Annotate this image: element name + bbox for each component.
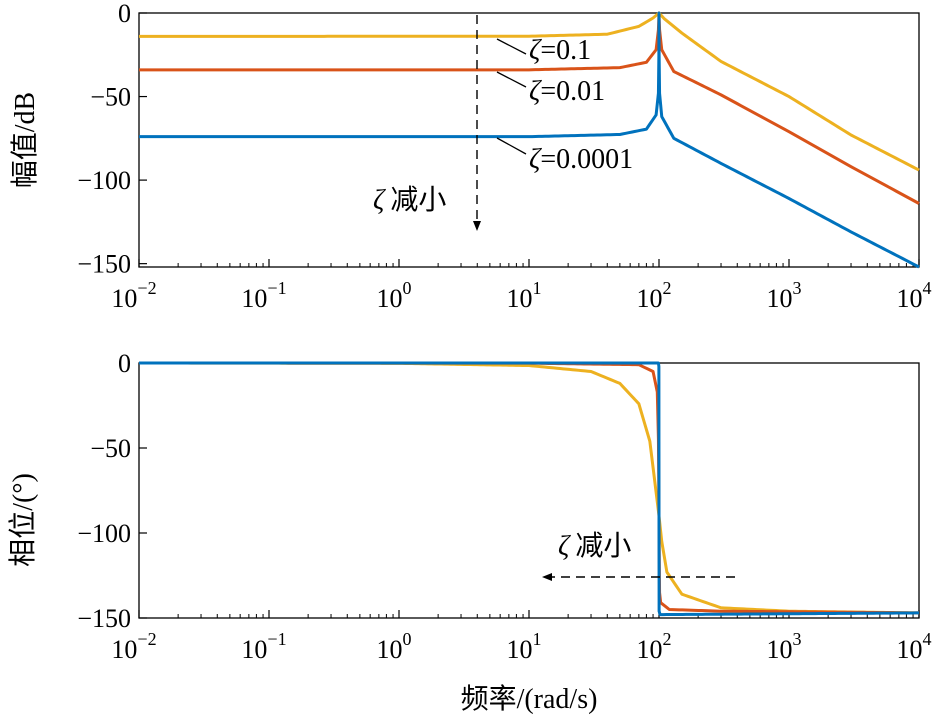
zeta-symbol: ζ <box>529 76 542 107</box>
phase-axes-frame <box>138 362 920 619</box>
zeta-label-0-01: ζ=0.01 <box>496 71 605 107</box>
x-tick-label: 100 <box>377 629 412 664</box>
series-line-0 <box>139 11 920 172</box>
svg-text:ζ=0.01: ζ=0.01 <box>529 76 605 107</box>
x-tick-label: 10−1 <box>241 629 286 664</box>
zeta-value: =0.01 <box>540 76 605 107</box>
y-tick-label: −100 <box>77 519 131 548</box>
leader-line <box>496 137 527 155</box>
x-tick-label: 104 <box>897 629 932 664</box>
series-line-2 <box>139 11 920 269</box>
phase-plot: 0 −50 −100 −150 10−2 10−1 100 101 102 103 104 相位/… <box>7 349 932 715</box>
x-tick-label: 10−2 <box>111 629 156 664</box>
x-tick-label: 101 <box>507 278 542 313</box>
magnitude-plot: 0 −50 −100 −150 10−2 10−1 100 101 102 103 104 幅值/… <box>9 0 932 313</box>
phase-series-lines <box>139 361 920 617</box>
x-tick-label: 100 <box>377 278 412 313</box>
x-tick-label: 10−1 <box>241 278 286 313</box>
magnitude-series-lines <box>139 11 920 269</box>
x-tick-label: 103 <box>767 629 802 664</box>
phase-y-ticks: 0 −50 −100 −150 <box>77 349 147 633</box>
magnitude-x-ticks: 10−2 10−1 100 101 102 103 104 <box>111 259 932 313</box>
zeta-decrease-label: ζ 减小 <box>373 184 446 216</box>
magnitude-minor-ticks <box>177 263 914 267</box>
phase-minor-ticks <box>177 614 914 618</box>
zeta-value: =0.1 <box>540 35 591 66</box>
zeta-symbol: ζ <box>529 35 542 66</box>
svg-text:ζ=0.0001: ζ=0.0001 <box>529 144 633 175</box>
leader-line <box>496 71 527 88</box>
x-tick-label: 10−2 <box>111 278 156 313</box>
x-tick-label: 104 <box>897 278 932 313</box>
series-line-1 <box>139 11 920 205</box>
x-tick-label: 101 <box>507 629 542 664</box>
zeta-value: =0.0001 <box>540 144 633 175</box>
magnitude-y-ticks: 0 −50 −100 −150 <box>77 0 147 279</box>
zeta-symbol: ζ <box>529 144 542 175</box>
y-tick-label: −150 <box>77 250 131 279</box>
zeta-decrease-label: ζ 减小 <box>558 530 631 562</box>
magnitude-axes-frame <box>138 12 920 268</box>
x-tick-label: 102 <box>637 629 672 664</box>
x-axis-label: 频率/(rad/s) <box>461 683 598 715</box>
leader-line <box>496 38 527 55</box>
x-tick-label: 102 <box>637 278 672 313</box>
y-tick-label: 0 <box>118 349 131 378</box>
series-line-2 <box>139 361 920 617</box>
y-tick-label: −50 <box>90 83 131 112</box>
phase-y-axis-label: 相位/(°) <box>7 473 39 567</box>
y-tick-label: −100 <box>77 166 131 195</box>
y-tick-label: 0 <box>118 0 131 28</box>
x-tick-label: 103 <box>767 278 802 313</box>
svg-text:ζ=0.1: ζ=0.1 <box>529 35 591 66</box>
zeta-label-0-0001: ζ=0.0001 <box>496 137 633 175</box>
y-tick-label: −50 <box>90 434 131 463</box>
zeta-label-0-1: ζ=0.1 <box>496 35 591 66</box>
phase-x-ticks: 10−2 10−1 100 101 102 103 104 <box>111 610 932 664</box>
y-tick-label: −150 <box>77 604 131 633</box>
magnitude-y-axis-label: 幅值/dB <box>9 92 41 188</box>
